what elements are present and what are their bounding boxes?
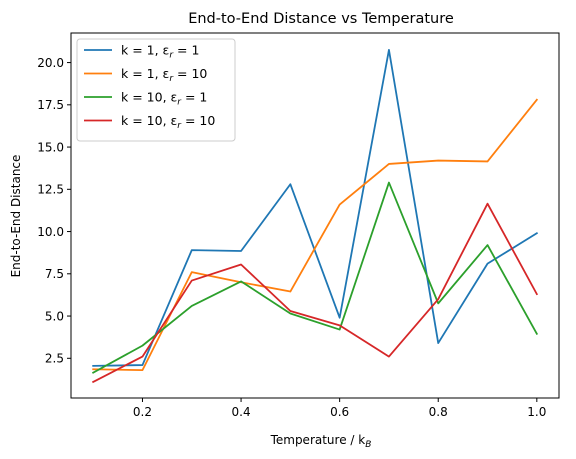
y-tick-label: 2.5 [45, 352, 64, 366]
y-tick-label: 10.0 [37, 225, 64, 239]
legend-entry-1: k = 1, εr = 1 [121, 43, 199, 61]
y-tick-label: 17.5 [37, 98, 64, 112]
series-line-3 [91, 181, 539, 374]
y-tick-label: 20.0 [37, 56, 64, 70]
plot-area: 0.2 0.4 0.6 0.8 1.0 2.5 5.0 7.5 10.0 12.5 15.0 17.5… [37, 32, 560, 419]
legend-entry-4: k = 10, εr = 10 [121, 113, 215, 131]
x-tick-label: 0.4 [232, 405, 251, 419]
y-axis-label: End-to-End Distance [9, 155, 23, 278]
legend-entry-3: k = 10, εr = 1 [121, 90, 207, 108]
legend: k = 1, εr = 1 k = 1, εr = 10 k = 10, εr = … [76, 38, 236, 142]
axes-frame [70, 32, 560, 399]
y-tick-label: 7.5 [45, 267, 64, 281]
y-tick-label: 5.0 [45, 309, 64, 323]
series-line-2 [92, 98, 539, 372]
series-line-4 [91, 202, 539, 384]
y-tick-label: 15.0 [37, 140, 64, 154]
x-axis-label: Temperature / kB [270, 433, 372, 450]
x-tick-label: 0.6 [330, 405, 349, 419]
series-line-1 [92, 49, 539, 367]
legend-box [76, 38, 236, 142]
legend-entry-2: k = 1, εr = 10 [121, 66, 207, 84]
y-tick-label: 12.5 [37, 183, 64, 197]
x-axis-label-main: Temperature / k [270, 433, 366, 447]
x-tick-label: 0.2 [133, 405, 152, 419]
x-axis-label-subscript: B [365, 440, 371, 450]
x-tick-label: 0.8 [429, 405, 448, 419]
x-tick-label: 1.0 [527, 405, 546, 419]
chart-title: End-to-End Distance vs Temperature [188, 11, 454, 27]
